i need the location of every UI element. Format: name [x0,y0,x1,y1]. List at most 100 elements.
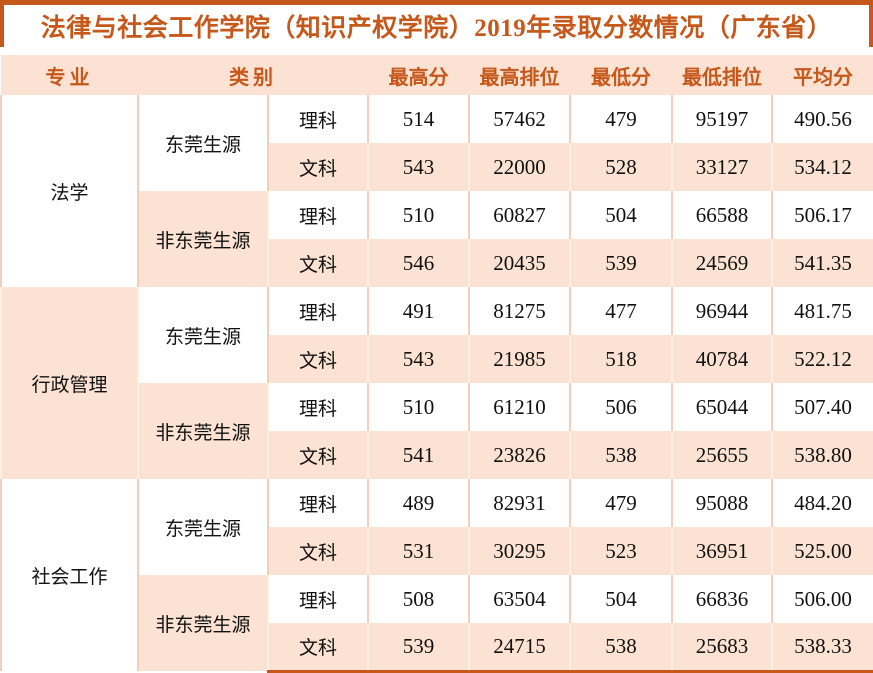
min-rank-cell: 25655 [671,431,773,479]
min-rank-cell: 66836 [671,575,773,623]
avg-score-cell: 484.20 [771,479,873,527]
min-score-cell: 479 [569,95,673,143]
col-header-min-rank: 最低排位 [672,55,772,95]
avg-score-cell: 490.56 [771,95,873,143]
min-rank-cell: 40784 [671,335,773,383]
max-rank-cell: 22000 [468,143,571,191]
min-rank-cell: 95197 [671,95,773,143]
max-score-cell: 510 [367,383,470,431]
avg-score-cell: 481.75 [771,287,873,335]
table-row: 非东莞生源 理科 508 63504 504 66836 506.00 [1,575,873,671]
min-rank-cell: 95088 [671,479,773,527]
col-header-max-rank: 最高排位 [469,55,570,95]
max-rank-cell: 82931 [468,479,571,527]
subject-cell: 文科 [267,431,369,479]
min-rank-cell: 96944 [671,287,773,335]
min-score-cell: 538 [569,623,673,673]
subject-cell: 理科 [267,575,369,623]
col-header-avg-score: 平均分 [772,55,873,95]
min-score-cell: 538 [569,431,673,479]
max-rank-cell: 30295 [468,527,571,575]
max-rank-cell: 24715 [468,623,571,673]
max-score-cell: 510 [367,191,470,239]
subject-cell: 理科 [267,287,369,335]
min-score-cell: 477 [569,287,673,335]
min-score-cell: 504 [569,575,673,623]
max-score-cell: 541 [367,431,470,479]
min-score-cell: 479 [569,479,673,527]
min-rank-cell: 36951 [671,527,773,575]
table-row: 非东莞生源 理科 510 60827 504 66588 506.17 [1,191,873,287]
min-rank-cell: 33127 [671,143,773,191]
max-rank-cell: 23826 [468,431,571,479]
col-header-major: 专业 [1,55,138,95]
page-title: 法律与社会工作学院（知识产权学院）2019年录取分数情况（广东省） [40,15,833,42]
subject-cell: 文科 [267,527,369,575]
table-row: 社会工作 东莞生源 理科 489 82931 479 95088 484.20 [0,479,873,671]
subject-cell: 理科 [267,479,369,527]
subject-cell: 理科 [267,191,369,239]
avg-score-cell: 541.35 [771,239,873,287]
table-row: 文科 539 24715 538 25683 538.33 [1,623,873,673]
table-row: 行政管理 东莞生源 理科 491 81275 477 96944 481.75 [0,287,873,479]
col-header-min-score: 最低分 [570,55,672,95]
col-header-category: 类别 [138,55,368,95]
max-score-cell: 489 [367,479,470,527]
avg-score-cell: 534.12 [771,143,873,191]
table-row: 法学 东莞生源 理科 514 57462 479 95197 490.56 [0,95,873,287]
source-cell: 非东莞生源 [137,575,269,671]
min-score-cell: 528 [569,143,673,191]
table-row: 非东莞生源 理科 510 61210 506 65044 507.40 [1,383,873,479]
max-rank-cell: 61210 [468,383,571,431]
min-rank-cell: 25683 [671,623,773,673]
subject-cell: 文科 [267,335,369,383]
min-score-cell: 504 [569,191,673,239]
max-score-cell: 543 [367,143,470,191]
table-row: 文科 531 30295 523 36951 525.00 [1,527,873,575]
avg-score-cell: 522.12 [771,335,873,383]
major-cell: 社会工作 [0,479,139,671]
major-cell: 行政管理 [0,287,139,479]
header-row: 专业 类别 最高分 最高排位 最低分 最低排位 平均分 [1,55,873,95]
subject-cell: 文科 [267,143,369,191]
avg-score-cell: 507.40 [771,383,873,431]
min-rank-cell: 65044 [671,383,773,431]
min-score-cell: 506 [569,383,673,431]
source-cell: 非东莞生源 [137,383,269,479]
min-rank-cell: 66588 [671,191,773,239]
max-score-cell: 539 [367,623,470,673]
min-score-cell: 539 [569,239,673,287]
max-score-cell: 514 [367,95,470,143]
min-score-cell: 523 [569,527,673,575]
subject-cell: 文科 [267,239,369,287]
max-score-cell: 531 [367,527,470,575]
table-row: 文科 541 23826 538 25655 538.80 [1,431,873,479]
table-row: 文科 546 20435 539 24569 541.35 [1,239,873,287]
subject-cell: 理科 [267,95,369,143]
avg-score-cell: 538.33 [771,623,873,673]
title-bar: 法律与社会工作学院（知识产权学院）2019年录取分数情况（广东省） [0,0,873,47]
source-cell: 东莞生源 [137,95,269,191]
avg-score-cell: 538.80 [771,431,873,479]
source-cell: 东莞生源 [137,287,269,383]
admission-scores-table: 专业 类别 最高分 最高排位 最低分 最低排位 平均分 法学 东莞生源 理科 5… [0,55,873,673]
max-score-cell: 546 [367,239,470,287]
table-row: 文科 543 22000 528 33127 534.12 [1,143,873,191]
source-cell: 非东莞生源 [137,191,269,287]
avg-score-cell: 506.17 [771,191,873,239]
max-rank-cell: 57462 [468,95,571,143]
min-score-cell: 518 [569,335,673,383]
subject-cell: 文科 [267,623,369,673]
max-rank-cell: 60827 [468,191,571,239]
max-score-cell: 508 [367,575,470,623]
major-cell: 法学 [0,95,139,287]
col-header-max-score: 最高分 [368,55,469,95]
max-score-cell: 543 [367,335,470,383]
max-rank-cell: 21985 [468,335,571,383]
table-row: 文科 543 21985 518 40784 522.12 [1,335,873,383]
source-cell: 东莞生源 [137,479,269,575]
avg-score-cell: 525.00 [771,527,873,575]
max-rank-cell: 81275 [468,287,571,335]
avg-score-cell: 506.00 [771,575,873,623]
min-rank-cell: 24569 [671,239,773,287]
